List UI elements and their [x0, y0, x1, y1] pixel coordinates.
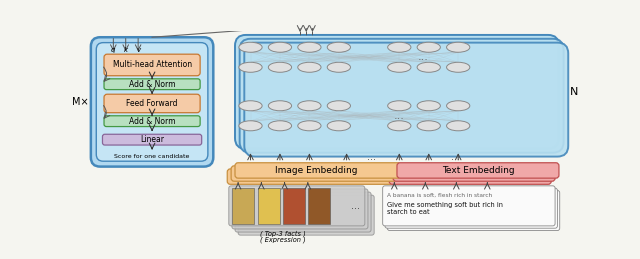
Ellipse shape: [417, 121, 440, 131]
FancyBboxPatch shape: [393, 166, 555, 181]
FancyBboxPatch shape: [227, 169, 393, 184]
FancyBboxPatch shape: [244, 43, 568, 157]
Ellipse shape: [268, 121, 292, 131]
Bar: [283, 188, 305, 224]
Ellipse shape: [298, 121, 321, 131]
FancyBboxPatch shape: [102, 134, 202, 145]
Ellipse shape: [239, 121, 262, 131]
Text: Score for one candidate: Score for one candidate: [115, 154, 190, 159]
Ellipse shape: [268, 42, 292, 52]
Ellipse shape: [239, 42, 262, 52]
Text: v: v: [136, 47, 140, 53]
Text: k: k: [124, 47, 128, 53]
Text: Feed Forward: Feed Forward: [126, 99, 178, 108]
Ellipse shape: [239, 62, 262, 72]
Ellipse shape: [239, 101, 262, 111]
FancyBboxPatch shape: [235, 163, 401, 178]
Ellipse shape: [447, 101, 470, 111]
FancyBboxPatch shape: [229, 186, 365, 226]
Ellipse shape: [417, 62, 440, 72]
FancyBboxPatch shape: [104, 54, 200, 76]
Ellipse shape: [388, 42, 411, 52]
Text: ( Top-3 facts ): ( Top-3 facts ): [260, 231, 305, 237]
Text: q: q: [111, 47, 116, 53]
Text: ...: ...: [417, 52, 428, 62]
Bar: [232, 188, 253, 224]
FancyBboxPatch shape: [387, 190, 560, 231]
Ellipse shape: [388, 62, 411, 72]
Ellipse shape: [447, 42, 470, 52]
FancyBboxPatch shape: [385, 188, 557, 228]
Ellipse shape: [327, 42, 351, 52]
Text: Give me something soft but rich in
starch to eat: Give me something soft but rich in starc…: [387, 203, 503, 215]
Ellipse shape: [268, 62, 292, 72]
FancyBboxPatch shape: [238, 195, 374, 235]
FancyBboxPatch shape: [91, 37, 213, 167]
Ellipse shape: [417, 42, 440, 52]
Text: M×: M×: [72, 97, 88, 107]
Ellipse shape: [327, 62, 351, 72]
Text: Add & Norm: Add & Norm: [129, 117, 175, 126]
Text: ...: ...: [367, 152, 376, 162]
Ellipse shape: [447, 62, 470, 72]
Text: Add & Norm: Add & Norm: [129, 80, 175, 89]
FancyBboxPatch shape: [239, 39, 564, 153]
Text: ( Expression ): ( Expression ): [260, 237, 305, 243]
FancyBboxPatch shape: [104, 116, 200, 127]
Ellipse shape: [327, 101, 351, 111]
FancyBboxPatch shape: [235, 192, 371, 232]
FancyBboxPatch shape: [389, 169, 551, 184]
Ellipse shape: [388, 101, 411, 111]
Text: N: N: [570, 87, 578, 97]
Bar: [259, 188, 280, 224]
FancyBboxPatch shape: [232, 189, 368, 229]
Ellipse shape: [388, 121, 411, 131]
FancyBboxPatch shape: [397, 163, 559, 178]
Text: ...: ...: [394, 111, 405, 121]
Text: Linear: Linear: [140, 135, 164, 144]
Text: Image Embedding: Image Embedding: [275, 166, 357, 175]
Ellipse shape: [298, 62, 321, 72]
Text: ...: ...: [351, 201, 360, 211]
Text: ...: ...: [451, 152, 460, 162]
Ellipse shape: [447, 121, 470, 131]
FancyBboxPatch shape: [383, 186, 555, 226]
Ellipse shape: [327, 121, 351, 131]
FancyBboxPatch shape: [231, 166, 397, 181]
Text: Multi-head Attention: Multi-head Attention: [113, 60, 191, 69]
FancyBboxPatch shape: [235, 35, 559, 149]
FancyBboxPatch shape: [96, 43, 208, 161]
Ellipse shape: [268, 101, 292, 111]
Text: A banana is soft, flesh rich in starch: A banana is soft, flesh rich in starch: [387, 193, 492, 198]
Text: Text Embedding: Text Embedding: [442, 166, 515, 175]
FancyBboxPatch shape: [104, 79, 200, 90]
Ellipse shape: [298, 42, 321, 52]
Bar: [308, 188, 330, 224]
Ellipse shape: [417, 101, 440, 111]
FancyBboxPatch shape: [104, 94, 200, 113]
Ellipse shape: [298, 101, 321, 111]
